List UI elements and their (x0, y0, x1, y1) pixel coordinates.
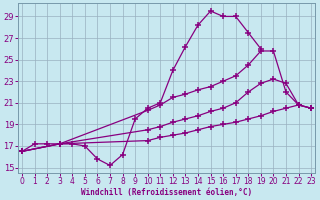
X-axis label: Windchill (Refroidissement éolien,°C): Windchill (Refroidissement éolien,°C) (81, 188, 252, 197)
